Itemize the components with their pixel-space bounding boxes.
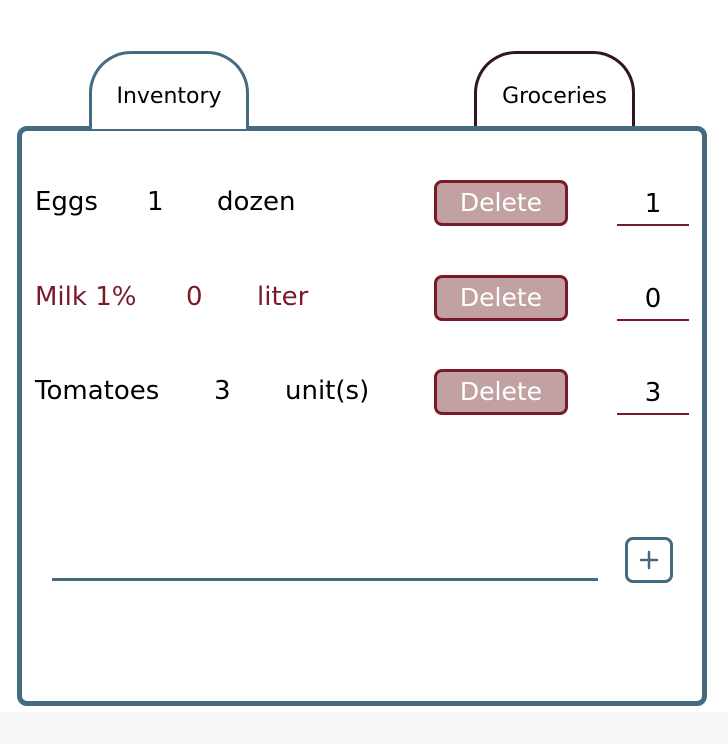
quantity-input[interactable] bbox=[617, 279, 689, 321]
tab-inventory[interactable]: Inventory bbox=[89, 51, 249, 129]
item-unit: unit(s) bbox=[285, 376, 370, 406]
inventory-row: Milk 1% 0 liter Delete bbox=[22, 271, 702, 331]
item-quantity: 0 bbox=[186, 282, 203, 312]
tab-inventory-label: Inventory bbox=[116, 84, 222, 109]
item-quantity: 1 bbox=[147, 187, 164, 217]
delete-button[interactable]: Delete bbox=[434, 369, 568, 415]
item-name: Milk 1% bbox=[35, 282, 137, 312]
inventory-row: Tomatoes 3 unit(s) Delete bbox=[22, 365, 702, 425]
item-quantity: 3 bbox=[214, 376, 231, 406]
plus-icon bbox=[639, 550, 659, 570]
tab-groceries[interactable]: Groceries bbox=[474, 51, 635, 129]
bottom-strip bbox=[0, 712, 728, 744]
add-item-button[interactable] bbox=[625, 537, 673, 583]
new-item-input[interactable] bbox=[52, 541, 598, 581]
item-name: Eggs bbox=[35, 187, 98, 217]
delete-button[interactable]: Delete bbox=[434, 180, 568, 226]
quantity-input[interactable] bbox=[617, 373, 689, 415]
item-unit: liter bbox=[257, 282, 309, 312]
item-name: Tomatoes bbox=[35, 376, 160, 406]
inventory-panel: Eggs 1 dozen Delete Milk 1% 0 liter Dele… bbox=[17, 126, 707, 706]
delete-button[interactable]: Delete bbox=[434, 275, 568, 321]
item-unit: dozen bbox=[217, 187, 296, 217]
quantity-input[interactable] bbox=[617, 184, 689, 226]
tab-groceries-label: Groceries bbox=[502, 84, 607, 109]
inventory-row: Eggs 1 dozen Delete bbox=[22, 176, 702, 236]
